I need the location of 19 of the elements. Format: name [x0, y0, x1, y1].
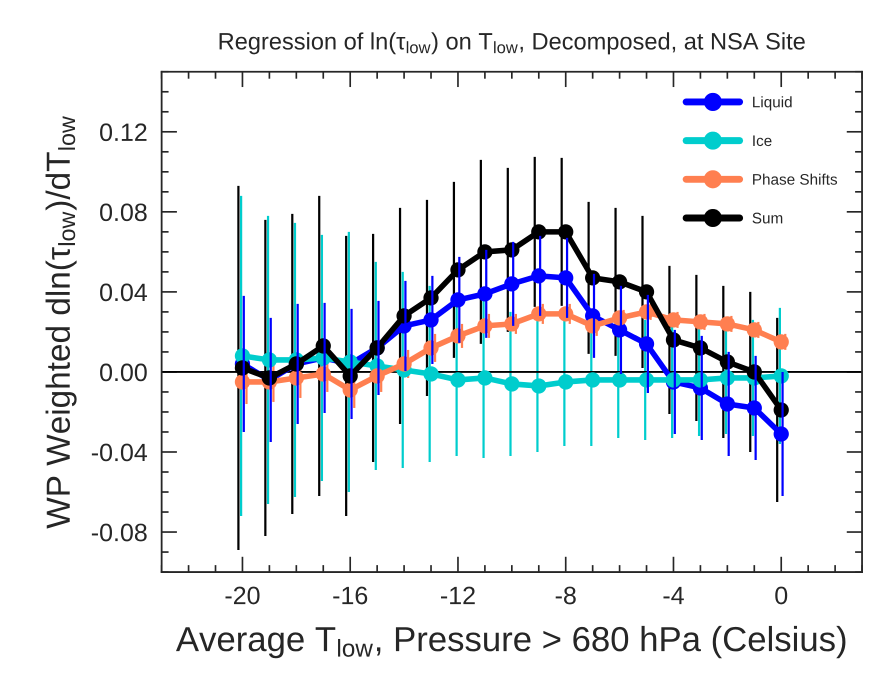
y-tick-label: -0.04 [92, 444, 148, 462]
x-tick-label: -8 [556, 586, 576, 604]
y-tick-label: 0.00 [100, 364, 147, 382]
y-tick-label: -0.08 [92, 524, 147, 542]
x-tick-label: -4 [663, 586, 684, 604]
x-tick-label: 0 [775, 586, 788, 604]
y-axis-title: WP Weighted dln(τ$_{low}$)/dT$_{low}$ [46, 116, 77, 529]
y-tick-label: 0.12 [100, 123, 146, 142]
x-tick-label: -16 [333, 586, 368, 604]
legend-label: Liquid [753, 96, 792, 110]
chart-title: Regression of ln(τ$_{low}$) on T$_{low}$, Decomposed, at NSA Site [220, 32, 805, 54]
legend-label: Ice [753, 135, 772, 146]
legend-label: Phase Shifts [753, 174, 838, 185]
y-tick-label: 0.04 [100, 283, 148, 302]
x-tick-label: -20 [225, 586, 260, 604]
y-tick-label: 0.08 [100, 203, 147, 222]
legend-label: Sum [752, 212, 782, 224]
x-axis-title: Average T$_{low}$, Pressure > 680 hPa (Celsius) [176, 626, 846, 658]
x-tick-label: -12 [441, 586, 475, 604]
